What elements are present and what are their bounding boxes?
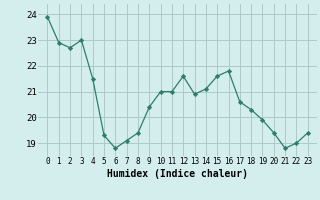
X-axis label: Humidex (Indice chaleur): Humidex (Indice chaleur)	[107, 169, 248, 179]
